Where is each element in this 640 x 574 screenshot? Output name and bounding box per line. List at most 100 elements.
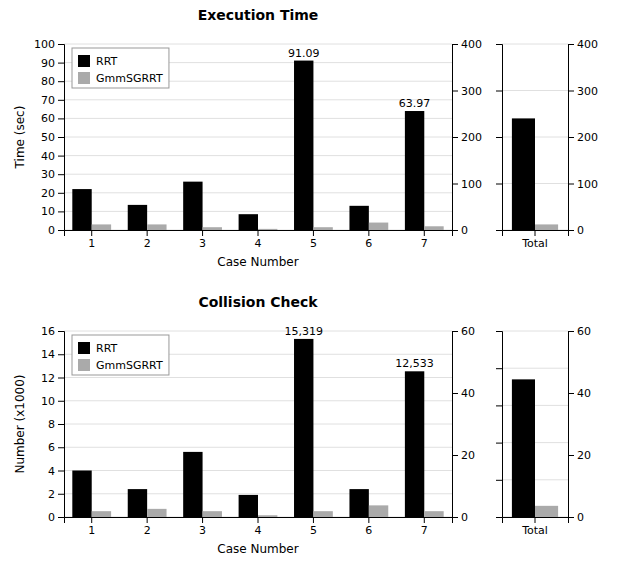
bar	[147, 509, 166, 517]
legend-label: RRT	[96, 55, 117, 68]
y-tick-mark	[58, 354, 64, 355]
y-tick: 30	[41, 168, 64, 181]
y-tick-mark	[496, 517, 502, 518]
grid-line	[64, 400, 452, 401]
bar	[349, 489, 368, 517]
legend-swatch	[78, 72, 90, 84]
y-tick: 2	[48, 488, 64, 501]
grid-line	[64, 447, 452, 448]
y2-tick: 0	[568, 224, 584, 237]
annotation: 91.09	[288, 47, 320, 60]
x-tick: 7	[421, 517, 428, 537]
x-tick-label: 2	[144, 524, 151, 537]
x-tick: 3	[199, 517, 206, 537]
grid	[502, 331, 568, 517]
grid	[64, 331, 452, 517]
title: Collision Check	[198, 294, 318, 310]
x-tick-label: 4	[255, 524, 262, 537]
legend: RRTGmmSGRRT	[72, 335, 169, 375]
bar	[405, 371, 424, 517]
y-tick	[496, 137, 502, 138]
y2-tick-label: 200	[577, 131, 598, 144]
y-tick	[496, 44, 502, 45]
y-tick	[496, 331, 502, 332]
y-tick-mark	[58, 118, 64, 119]
bar	[128, 205, 147, 230]
y2-tick-label: 300	[461, 85, 482, 98]
y-tick-label: 0	[48, 224, 55, 237]
x-tick: 5	[310, 517, 317, 537]
y-tick-mark	[58, 193, 64, 194]
y-tick-mark	[496, 331, 502, 332]
x-tick-mark	[535, 517, 536, 523]
bar	[349, 206, 368, 230]
y-tick-mark	[58, 44, 64, 45]
x-tick: Total	[521, 230, 548, 250]
grid-line	[502, 368, 568, 369]
y2-tick-mark	[452, 44, 458, 45]
y-tick-mark	[496, 368, 502, 369]
bar	[147, 224, 166, 230]
y-tick-mark	[496, 184, 502, 185]
grid-line	[64, 44, 452, 45]
bar	[258, 515, 277, 517]
x-tick-mark	[91, 230, 92, 236]
y2-tick-mark	[452, 230, 458, 231]
y-tick-label: 16	[41, 325, 55, 338]
grid-line	[64, 377, 452, 378]
bars	[72, 339, 443, 517]
y-tick-mark	[58, 230, 64, 231]
x-tick-label: 3	[199, 237, 206, 250]
y2-tick-label: 300	[577, 85, 598, 98]
y-tick-label: 100	[34, 38, 55, 51]
y2-tick-mark	[568, 517, 574, 518]
x-tick-mark	[535, 230, 536, 236]
bar	[239, 495, 258, 517]
axis-line	[503, 518, 569, 524]
y-tick-label: 50	[41, 131, 55, 144]
y-tick: 40	[41, 150, 64, 163]
grid-line	[64, 211, 452, 212]
y-tick	[496, 480, 502, 481]
y2-axis: 0100200300400	[452, 38, 482, 237]
y-tick: 20	[41, 187, 64, 200]
y-tick-mark	[58, 424, 64, 425]
annotation: 15,319	[284, 325, 323, 338]
grid-line	[502, 44, 568, 45]
y-tick-label: 30	[41, 168, 55, 181]
x-tick-mark	[368, 230, 369, 236]
legend-label: GmmSGRRT	[96, 359, 163, 372]
y2-tick: 0	[452, 511, 468, 524]
y-tick-label: 6	[48, 441, 55, 454]
y2-tick: 20	[452, 449, 475, 462]
grid-line	[64, 155, 452, 156]
x-tick: 6	[365, 517, 372, 537]
y2-tick-mark	[452, 455, 458, 456]
axis-line	[58, 332, 65, 518]
panel: 123456702468101214160204060Collision Che…	[13, 294, 475, 556]
bar	[294, 339, 313, 517]
y-axis	[496, 332, 503, 518]
y-tick-mark	[58, 378, 64, 379]
axis-line	[65, 231, 453, 237]
y2-tick: 400	[452, 38, 482, 51]
y-tick-label: 60	[41, 112, 55, 125]
y-tick	[496, 91, 502, 92]
bar	[369, 223, 388, 230]
y-tick-label: 10	[41, 395, 55, 408]
grid	[502, 44, 568, 230]
x-tick-mark	[202, 517, 203, 523]
legend-swatch	[78, 55, 90, 67]
x-tick-label: 1	[88, 524, 95, 537]
x-tick-mark	[91, 517, 92, 523]
x-tick-label: 5	[310, 524, 317, 537]
axis-line	[453, 45, 459, 231]
grid-line	[64, 118, 452, 119]
y-axis-title: Number (x1000)	[13, 374, 27, 473]
y2-tick-mark	[568, 393, 574, 394]
x-axis-title: Case Number	[217, 542, 298, 556]
x-tick-label: 7	[421, 237, 428, 250]
x-tick: 6	[365, 230, 372, 250]
axis-line	[503, 231, 569, 237]
x-tick-label: Total	[521, 237, 548, 250]
